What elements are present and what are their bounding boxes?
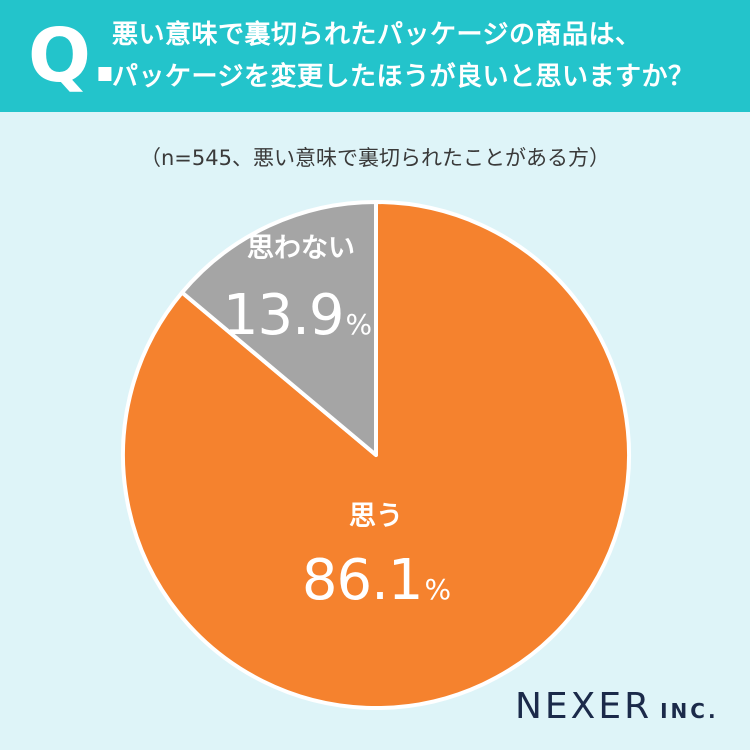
slice-label-0: 思う: [349, 501, 403, 532]
question-line-2: パッケージを変更したほうが良いと思いますか？: [112, 62, 695, 92]
question-header: Q. 悪い意味で裏切られたパッケージの商品は、 パッケージを変更したほうが良いと…: [0, 0, 750, 112]
slice-value-0: 86.1%: [246, 548, 506, 613]
q-mark: Q.: [28, 13, 120, 99]
slice-value-number-0: 86.1: [301, 548, 424, 613]
brand-logo: NEXER INC.: [515, 686, 719, 727]
pie-slice-1: [180, 200, 378, 457]
slice-value-number-1: 13.9: [222, 283, 345, 348]
slice-value-1: 13.9%: [167, 283, 427, 348]
question-text: 悪い意味で裏切られたパッケージの商品は、 パッケージを変更したほうが良いと思いま…: [112, 14, 742, 98]
brand-name: NEXER: [515, 686, 653, 727]
slice-label-1: 思わない: [247, 233, 355, 264]
slice-value-unit-0: %: [424, 573, 452, 606]
question-line-1: 悪い意味で裏切られたパッケージの商品は、: [112, 20, 642, 50]
sample-note: （n=545、悪い意味で裏切られたことがある方）: [140, 146, 610, 170]
brand-suffix: INC.: [660, 699, 719, 723]
slice-value-unit-1: %: [345, 308, 373, 341]
